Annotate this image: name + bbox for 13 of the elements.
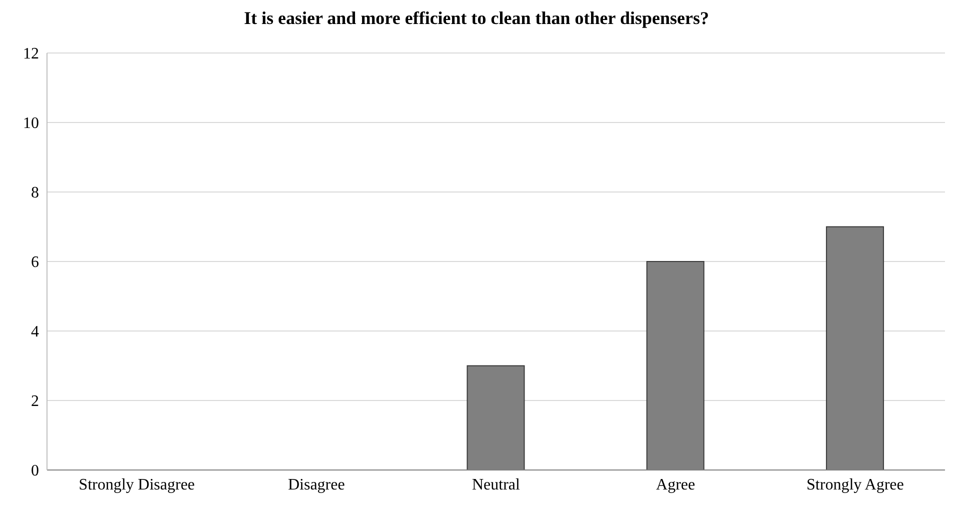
x-tick-label: Agree [656,476,696,494]
y-tick-label: 10 [23,115,39,132]
y-tick-label: 6 [31,254,39,272]
y-tick-label: 8 [31,184,39,202]
x-tick-label: Disagree [288,476,345,494]
y-tick-label: 12 [23,46,39,63]
y-tick-label: 4 [31,324,39,341]
x-tick-label: Neutral [472,476,521,494]
chart-title: It is easier and more efficient to clean than other dispensers? [243,8,710,29]
y-tick-label: 2 [31,393,39,410]
x-tick-label: Strongly Agree [806,476,904,494]
x-tick-label: Strongly Disagree [78,476,195,494]
y-tick-label: 0 [31,462,39,480]
